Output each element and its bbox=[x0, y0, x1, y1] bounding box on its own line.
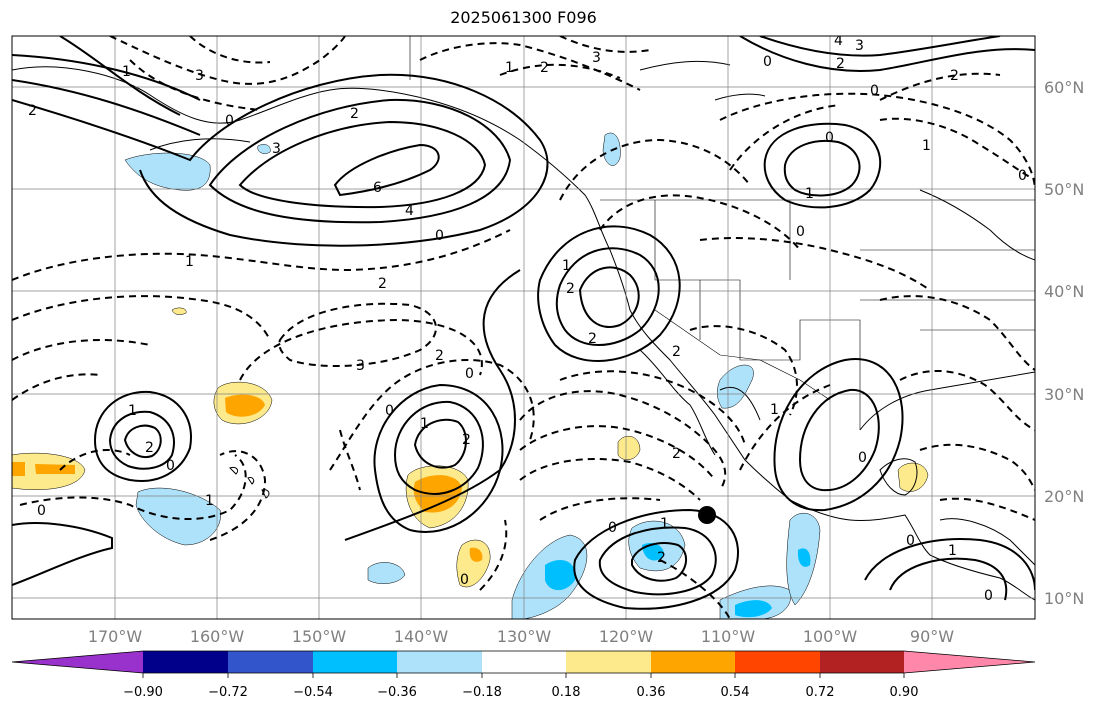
colorbar-tick-label: 0.18 bbox=[552, 685, 581, 700]
contour-label: 2 bbox=[378, 276, 387, 292]
contour-label: 0 bbox=[608, 520, 617, 536]
colorbar-segment bbox=[820, 651, 904, 673]
contour-label: 2 bbox=[462, 432, 471, 448]
colorbar-segment bbox=[651, 651, 735, 673]
chart-title: 2025061300 F096 bbox=[450, 8, 597, 27]
contour-label: 0 bbox=[465, 366, 474, 382]
contour-label: 0 bbox=[825, 130, 834, 146]
contour-label: 2 bbox=[435, 348, 444, 364]
colorbar-tick-label: 0.90 bbox=[890, 685, 919, 700]
contour-label: 4 bbox=[405, 203, 414, 219]
storm-marker bbox=[698, 506, 716, 524]
contour-label: 2 bbox=[657, 550, 666, 566]
contour-label: 2 bbox=[836, 56, 845, 72]
contour-label: 0 bbox=[460, 572, 469, 588]
contour-label: 2 bbox=[350, 106, 359, 122]
lon-tick-label: 150°W bbox=[292, 627, 347, 646]
lat-tick-label: 30°N bbox=[1044, 385, 1084, 404]
contour-labels: 2 1 3 0 2 3 6 4 0 1 2 3 2 0 0 1 2 1 2 0 … bbox=[28, 33, 1027, 604]
contour-label: 3 bbox=[356, 358, 365, 374]
colorbar-tick-label: −0.36 bbox=[377, 685, 417, 700]
colorbar-tick-label: 0.72 bbox=[806, 685, 835, 700]
shading-layer bbox=[12, 132, 929, 619]
colorbar-segment bbox=[313, 651, 397, 673]
contour-label: 0 bbox=[435, 228, 444, 244]
lat-tick-label: 10°N bbox=[1044, 589, 1084, 608]
contours bbox=[12, 36, 1035, 619]
contour-label: 1 bbox=[420, 416, 429, 432]
colorbar-tick-label: −0.72 bbox=[208, 685, 248, 700]
contour-label: 4 bbox=[834, 33, 843, 49]
colorbar-segment bbox=[566, 651, 651, 673]
contour-label: 0 bbox=[984, 588, 993, 604]
contour-label: 1 bbox=[128, 403, 137, 419]
lon-tick-label: 110°W bbox=[701, 627, 756, 646]
contour-label: 2 bbox=[28, 103, 37, 119]
contour-label: 0 bbox=[385, 403, 394, 419]
contour-label: 2 bbox=[672, 446, 681, 462]
colorbar-extend-right bbox=[904, 651, 1035, 673]
colorbar-tick-label: −0.18 bbox=[462, 685, 502, 700]
colorbar-segment bbox=[735, 651, 820, 673]
contour-label: 1 bbox=[770, 402, 779, 418]
contour-label: 1 bbox=[805, 186, 814, 202]
contour-label: 3 bbox=[855, 38, 864, 54]
contour-label: 0 bbox=[763, 54, 772, 70]
colorbar-tick-label: −0.54 bbox=[293, 685, 333, 700]
contour-label: 0 bbox=[37, 503, 46, 519]
lat-tick-label: 60°N bbox=[1044, 78, 1084, 97]
contour-label: 0 bbox=[1018, 168, 1027, 184]
colorbar-segment bbox=[143, 651, 228, 673]
colorbar-segment bbox=[397, 651, 482, 673]
contour-label: 1 bbox=[185, 254, 194, 270]
colorbar-tick-label: −0.90 bbox=[123, 685, 163, 700]
contour-label: 3 bbox=[592, 50, 601, 66]
contour-label: 2 bbox=[588, 331, 597, 347]
colorbar: −0.90 −0.72 −0.54 −0.36 −0.18 0.18 0.36 … bbox=[11, 650, 1036, 700]
colorbar-segment bbox=[482, 651, 566, 673]
contour-label: 0 bbox=[225, 113, 234, 129]
contour-label: 0 bbox=[870, 83, 879, 99]
lon-tick-label: 120°W bbox=[599, 627, 654, 646]
colorbar-tick-label: 0.54 bbox=[721, 685, 750, 700]
colorbar-tick-label: 0.36 bbox=[637, 685, 666, 700]
contour-label: 0 bbox=[906, 533, 915, 549]
lat-axis: 60°N 50°N 40°N 30°N 20°N 10°N bbox=[1044, 78, 1084, 608]
map-frame bbox=[11, 35, 1036, 620]
contour-label: 1 bbox=[205, 493, 214, 509]
lon-tick-label: 140°W bbox=[394, 627, 449, 646]
contour-label: 1 bbox=[948, 543, 957, 559]
contour-label: 2 bbox=[540, 60, 549, 76]
lon-tick-label: 160°W bbox=[190, 627, 245, 646]
lat-tick-label: 20°N bbox=[1044, 487, 1084, 506]
contour-label: 3 bbox=[195, 68, 204, 84]
contour-label: 2 bbox=[566, 281, 575, 297]
gridlines bbox=[12, 36, 1035, 619]
lon-tick-label: 170°W bbox=[88, 627, 143, 646]
lat-tick-label: 40°N bbox=[1044, 282, 1084, 301]
contour-label: 3 bbox=[272, 141, 281, 157]
contour-label: 0 bbox=[796, 224, 805, 240]
contour-label: 2 bbox=[950, 68, 959, 84]
contour-label: 1 bbox=[505, 60, 514, 76]
lon-tick-label: 130°W bbox=[497, 627, 552, 646]
coastlines bbox=[12, 60, 1035, 601]
contour-label: 1 bbox=[660, 516, 669, 532]
colorbar-extend-left bbox=[12, 651, 143, 673]
contour-label: 0 bbox=[858, 450, 867, 466]
contour-label: 2 bbox=[145, 440, 154, 456]
contour-label: 0 bbox=[166, 458, 175, 474]
contour-label: 1 bbox=[562, 258, 571, 274]
lon-tick-label: 100°W bbox=[803, 627, 858, 646]
contour-label: 1 bbox=[922, 138, 931, 154]
lat-tick-label: 50°N bbox=[1044, 180, 1084, 199]
lon-tick-label: 90°W bbox=[910, 627, 954, 646]
colorbar-segment bbox=[228, 651, 313, 673]
contour-label: 1 bbox=[122, 64, 131, 80]
contour-label: 6 bbox=[373, 180, 382, 196]
borders bbox=[409, 36, 1035, 430]
lon-axis: 170°W 160°W 150°W 140°W 130°W 120°W 110°… bbox=[88, 627, 954, 646]
contour-label: 2 bbox=[672, 344, 681, 360]
